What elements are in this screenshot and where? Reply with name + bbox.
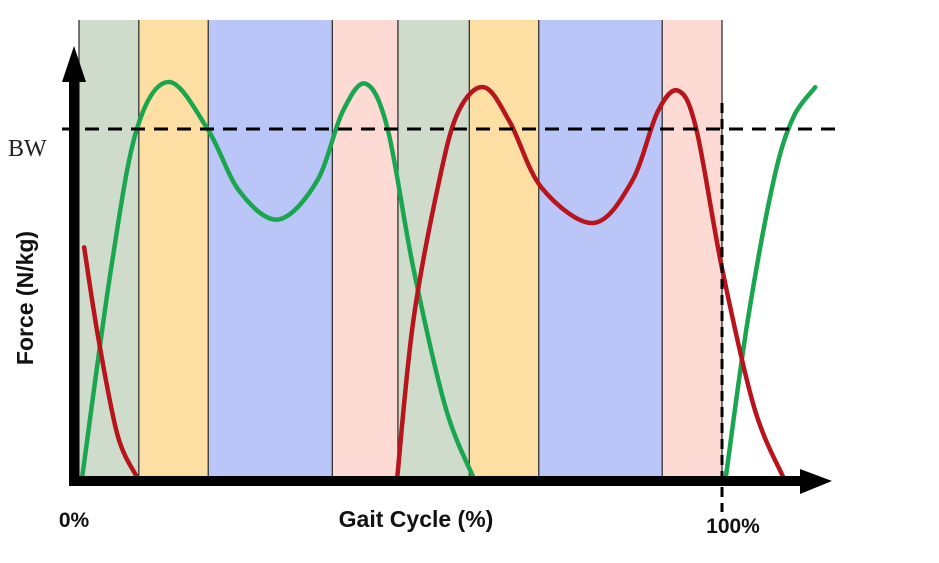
y-axis [62, 46, 86, 483]
x-tick-label-100: 100% [706, 515, 760, 538]
x-axis-line [69, 476, 804, 486]
phase-bands [79, 20, 722, 477]
phase-band-3 [208, 20, 333, 477]
x-axis-label: Gait Cycle (%) [339, 506, 494, 532]
bw-label: BW [8, 136, 47, 162]
green-force-curve-segment-2 [723, 84, 818, 480]
y-axis-label: Force (N/kg) [12, 231, 38, 365]
phase-band-1 [79, 20, 139, 477]
x-axis [69, 469, 832, 494]
x-tick-label-0: 0% [59, 509, 90, 532]
phase-band-8 [662, 20, 722, 477]
green-force-curve-segment-1 [79, 79, 476, 480]
y-axis-arrowhead [62, 46, 86, 82]
phase-band-7 [538, 20, 663, 477]
phase-band-2 [138, 20, 209, 477]
phase-band-4 [332, 20, 398, 477]
red-force-curve-segment-2 [395, 84, 786, 480]
red-force-curve-segment-1 [81, 245, 140, 480]
phase-band-6 [469, 20, 539, 477]
y-axis-line [69, 80, 79, 483]
force-curves [79, 79, 818, 480]
x-axis-arrowhead [800, 469, 832, 494]
